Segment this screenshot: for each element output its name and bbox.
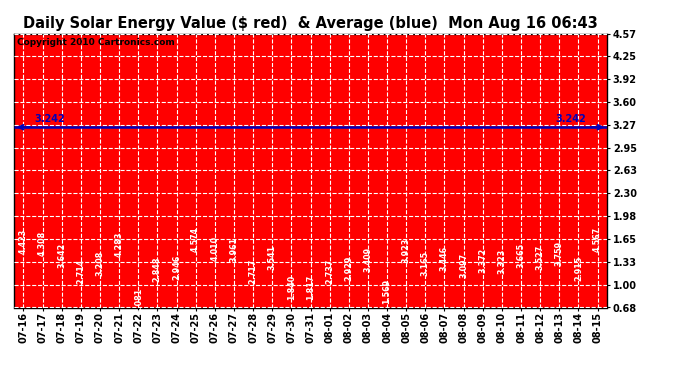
Text: 2.714: 2.714 bbox=[77, 259, 86, 284]
Text: 3.372: 3.372 bbox=[478, 248, 487, 273]
Text: 3.642: 3.642 bbox=[57, 243, 66, 268]
Text: 2.737: 2.737 bbox=[325, 259, 334, 284]
Bar bbox=[225, 76, 243, 308]
Text: 2.717: 2.717 bbox=[248, 259, 257, 284]
Title: Daily Solar Energy Value ($ red)  & Average (blue)  Mon Aug 16 06:43: Daily Solar Energy Value ($ red) & Avera… bbox=[23, 16, 598, 31]
Bar bbox=[34, 52, 51, 308]
Text: 3.961: 3.961 bbox=[230, 237, 239, 262]
Text: 4.574: 4.574 bbox=[191, 226, 200, 252]
Bar bbox=[53, 99, 70, 308]
Text: Copyright 2010 Cartronics.com: Copyright 2010 Cartronics.com bbox=[17, 38, 175, 47]
Bar bbox=[570, 150, 587, 308]
Text: 4.423: 4.423 bbox=[19, 229, 28, 254]
Bar bbox=[531, 107, 549, 308]
Text: 3.165: 3.165 bbox=[421, 251, 430, 276]
Bar bbox=[378, 245, 396, 308]
Bar bbox=[359, 116, 377, 308]
Bar bbox=[435, 113, 453, 308]
Bar bbox=[302, 228, 319, 308]
Bar bbox=[474, 118, 491, 308]
Bar bbox=[589, 34, 607, 308]
Text: 1.817: 1.817 bbox=[306, 275, 315, 300]
Text: 3.541: 3.541 bbox=[268, 244, 277, 270]
Text: 1.840: 1.840 bbox=[287, 274, 296, 300]
Bar bbox=[110, 54, 128, 307]
Text: 3.208: 3.208 bbox=[95, 251, 104, 276]
Text: 3.242: 3.242 bbox=[555, 114, 586, 125]
Text: 3.097: 3.097 bbox=[459, 252, 468, 278]
Text: 3.409: 3.409 bbox=[364, 247, 373, 272]
Bar bbox=[264, 106, 281, 307]
Text: 2.915: 2.915 bbox=[574, 255, 583, 281]
Text: 1.569: 1.569 bbox=[382, 279, 391, 304]
Text: 2.848: 2.848 bbox=[153, 256, 162, 282]
Text: 3.923: 3.923 bbox=[402, 238, 411, 263]
Bar bbox=[340, 149, 357, 308]
Bar bbox=[244, 164, 262, 308]
Bar bbox=[455, 137, 473, 308]
Bar bbox=[187, 33, 204, 308]
Bar bbox=[397, 79, 415, 308]
Bar bbox=[14, 44, 32, 308]
Text: 2.946: 2.946 bbox=[172, 255, 181, 280]
Text: 2.929: 2.929 bbox=[344, 255, 353, 280]
Bar bbox=[282, 226, 300, 308]
Bar bbox=[321, 163, 339, 308]
Text: 3.527: 3.527 bbox=[535, 245, 544, 270]
Bar bbox=[130, 279, 147, 308]
Text: 4.567: 4.567 bbox=[593, 226, 602, 252]
Bar bbox=[148, 155, 166, 308]
Text: 4.010: 4.010 bbox=[210, 236, 219, 261]
Bar bbox=[512, 98, 530, 308]
Text: 4.308: 4.308 bbox=[38, 231, 47, 256]
Text: 3.446: 3.446 bbox=[440, 246, 449, 272]
Bar bbox=[493, 122, 511, 308]
Bar bbox=[417, 133, 434, 308]
Bar bbox=[206, 73, 224, 308]
Text: 1.081: 1.081 bbox=[134, 288, 143, 313]
Text: 4.283: 4.283 bbox=[115, 231, 124, 257]
Text: 3.665: 3.665 bbox=[517, 242, 526, 267]
Bar bbox=[168, 148, 186, 308]
Text: 3.759: 3.759 bbox=[555, 241, 564, 266]
Text: 3.323: 3.323 bbox=[497, 248, 506, 274]
Text: 3.242: 3.242 bbox=[35, 114, 66, 125]
Bar bbox=[91, 130, 109, 308]
Bar bbox=[551, 91, 568, 308]
Bar bbox=[72, 164, 90, 308]
